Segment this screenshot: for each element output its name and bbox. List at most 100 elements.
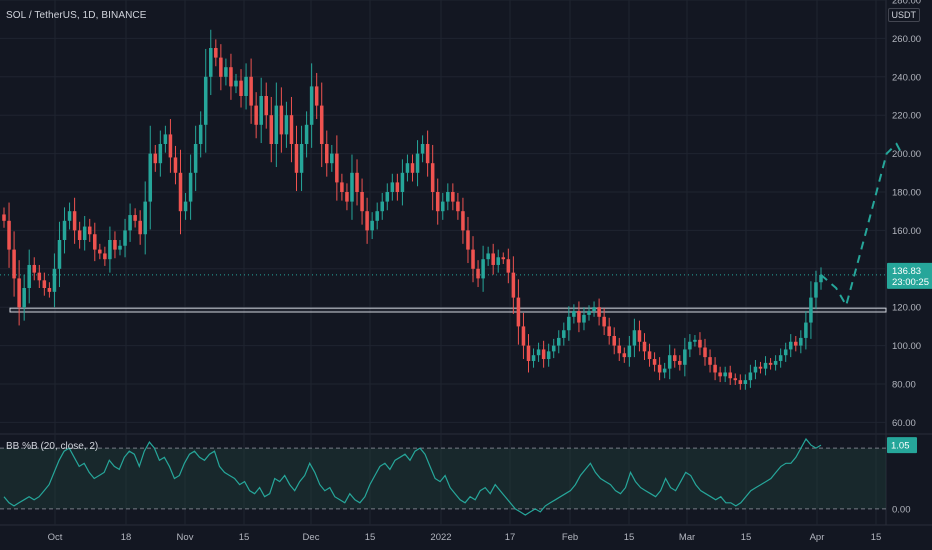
candle-body: [188, 172, 193, 202]
candle-body: [309, 86, 314, 125]
candle-body: [193, 144, 198, 173]
candle-body: [788, 341, 793, 350]
x-tick-label: 18: [121, 532, 132, 543]
candle-body: [32, 264, 37, 273]
candle-body: [496, 257, 500, 265]
candle-body: [622, 353, 627, 358]
candle-body: [400, 172, 405, 192]
x-tick-label: 2022: [430, 532, 451, 543]
candle-body: [284, 115, 289, 135]
candle-body: [274, 105, 279, 144]
candle-body: [778, 355, 783, 361]
candle-body: [198, 124, 203, 144]
candle-body: [642, 341, 647, 352]
y-tick-label: 120.00: [892, 303, 921, 314]
candle-body: [541, 349, 546, 360]
candle-body: [279, 105, 284, 135]
candle-body: [415, 153, 420, 173]
candle-body: [773, 360, 778, 365]
candle-body: [582, 314, 586, 323]
candle-body: [425, 144, 430, 164]
candle-body: [627, 345, 632, 358]
candle-body: [461, 211, 465, 231]
candle-body: [67, 211, 72, 221]
candle-body: [632, 330, 637, 346]
candle-body: [345, 192, 349, 202]
candle-body: [319, 105, 324, 144]
candle-body: [325, 144, 329, 164]
candle-body: [763, 362, 768, 369]
candle-body: [22, 288, 26, 308]
candle-body: [440, 201, 445, 212]
candle-body: [158, 144, 163, 164]
candle-body: [688, 341, 692, 350]
candle-body: [27, 264, 31, 288]
candle-body: [506, 259, 511, 273]
candle-body: [597, 307, 601, 317]
candle-body: [748, 372, 753, 381]
candle-body: [536, 349, 541, 356]
candle-body: [183, 201, 188, 212]
candle-body: [667, 355, 672, 369]
y-tick-label: 220.00: [892, 111, 921, 122]
bb-last-label: 1.05: [891, 441, 910, 452]
candle-body: [108, 240, 112, 260]
candle-body: [72, 211, 77, 231]
candle-body: [602, 316, 606, 327]
candle-body: [456, 201, 460, 212]
candle-body: [98, 249, 102, 254]
candle-body: [572, 311, 576, 317]
candle-body: [405, 163, 410, 173]
candle-body: [809, 297, 813, 323]
candle-body: [304, 124, 309, 144]
candle-body: [234, 80, 238, 87]
candle-body: [254, 105, 258, 125]
candle-body: [556, 337, 561, 346]
candle-body: [446, 192, 450, 202]
candle-body: [289, 115, 294, 144]
candle-body: [143, 201, 147, 235]
candle-body: [410, 163, 415, 173]
candle-body: [2, 214, 6, 221]
candle-body: [435, 192, 440, 212]
x-tick-label: Dec: [303, 532, 320, 543]
bb-percent-line: [3, 437, 822, 516]
candle-body: [783, 349, 788, 356]
last-price-label: 136.83: [892, 266, 921, 277]
candle-body: [678, 360, 682, 365]
candle-body: [259, 96, 263, 125]
candle-body: [153, 153, 158, 164]
bb-last-tag: [887, 437, 917, 454]
candle-body: [819, 274, 823, 283]
candle-body: [77, 230, 82, 240]
candle-body: [592, 307, 596, 312]
candle-body: [360, 192, 364, 212]
candle-body: [42, 280, 47, 288]
x-tick-label: 15: [624, 532, 635, 543]
candle-body: [335, 153, 339, 183]
candle-body: [516, 297, 521, 327]
candle-body: [395, 182, 400, 192]
candle-body: [657, 364, 662, 373]
candle-body: [57, 240, 62, 269]
candle-body: [375, 211, 379, 221]
candle-body: [662, 368, 667, 373]
candle-body: [350, 172, 354, 202]
candle-body: [52, 268, 57, 292]
candle-body: [652, 359, 657, 365]
candle-body: [804, 322, 808, 338]
projection-path: [820, 142, 903, 308]
candle-body: [47, 288, 52, 292]
candle-body: [17, 278, 21, 308]
candle-body: [12, 249, 16, 279]
candle-body: [693, 339, 697, 342]
candle-body: [546, 351, 551, 360]
candle-body: [612, 336, 616, 346]
candle-body: [531, 355, 536, 361]
y-tick-label: 60.00: [892, 418, 916, 429]
candle-body: [486, 253, 490, 260]
candle-body: [62, 220, 67, 240]
candle-body: [481, 259, 485, 279]
currency-label[interactable]: USDT: [887, 8, 920, 22]
